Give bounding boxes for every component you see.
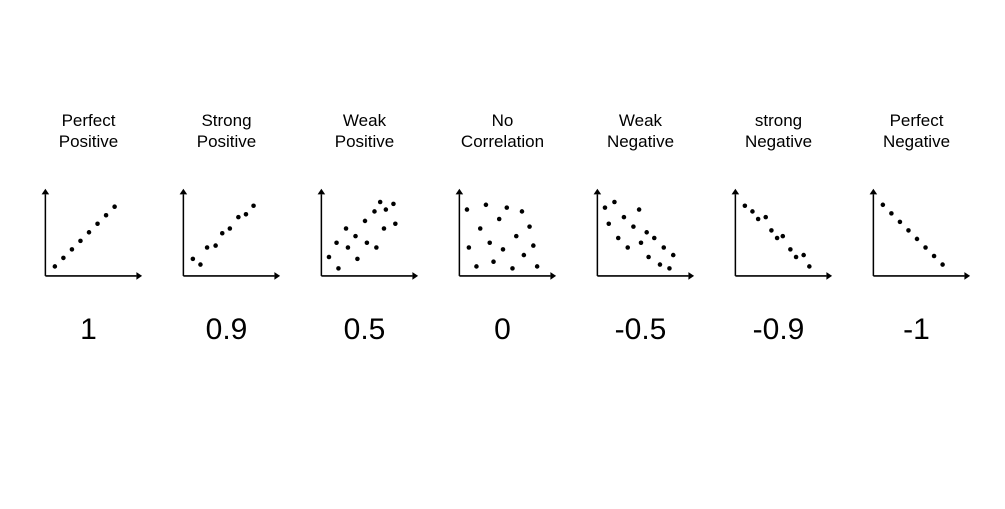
correlation-coefficient: 0.9	[206, 313, 248, 347]
scatter-plot	[724, 188, 834, 288]
panel-title-line: Correlation	[461, 131, 544, 152]
panel-title: PerfectPositive	[59, 110, 119, 158]
correlation-grid: PerfectPositive1StrongPositive0.9WeakPos…	[0, 0, 1005, 347]
correlation-coefficient: -1	[903, 313, 930, 347]
correlation-coefficient: -0.9	[753, 313, 805, 347]
correlation-panel: NoCorrelation 0	[443, 110, 563, 347]
panel-title-line: Positive	[197, 131, 257, 152]
correlation-coefficient: 0.5	[344, 313, 386, 347]
correlation-coefficient: -0.5	[615, 313, 667, 347]
panel-title: WeakNegative	[607, 110, 674, 158]
correlation-coefficient: 0	[494, 313, 511, 347]
correlation-panel: PerfectPositive 1	[29, 110, 149, 347]
panel-title: strongNegative	[745, 110, 812, 158]
panel-title: StrongPositive	[197, 110, 257, 158]
panel-title-line: strong	[745, 110, 812, 131]
panel-title-line: Weak	[607, 110, 674, 131]
panel-title-line: Weak	[335, 110, 395, 131]
panel-title-line: Positive	[335, 131, 395, 152]
panel-title-line: No	[461, 110, 544, 131]
panel-title-line: Perfect	[59, 110, 119, 131]
scatter-plot	[448, 188, 558, 288]
panel-title-line: Positive	[59, 131, 119, 152]
scatter-plot	[862, 188, 972, 288]
correlation-panel: StrongPositive 0.9	[167, 110, 287, 347]
scatter-plot	[586, 188, 696, 288]
scatter-plot	[34, 188, 144, 288]
scatter-plot	[310, 188, 420, 288]
panel-title-line: Perfect	[883, 110, 950, 131]
panel-title-line: Strong	[197, 110, 257, 131]
panel-title-line: Negative	[883, 131, 950, 152]
panel-title-line: Negative	[607, 131, 674, 152]
correlation-panel: strongNegative -0.9	[719, 110, 839, 347]
panel-title: PerfectNegative	[883, 110, 950, 158]
correlation-panel: PerfectNegative -1	[857, 110, 977, 347]
panel-title: WeakPositive	[335, 110, 395, 158]
correlation-coefficient: 1	[80, 313, 97, 347]
correlation-panel: WeakNegative -0.5	[581, 110, 701, 347]
panel-title-line: Negative	[745, 131, 812, 152]
correlation-panel: WeakPositive 0.5	[305, 110, 425, 347]
panel-title: NoCorrelation	[461, 110, 544, 158]
scatter-plot	[172, 188, 282, 288]
